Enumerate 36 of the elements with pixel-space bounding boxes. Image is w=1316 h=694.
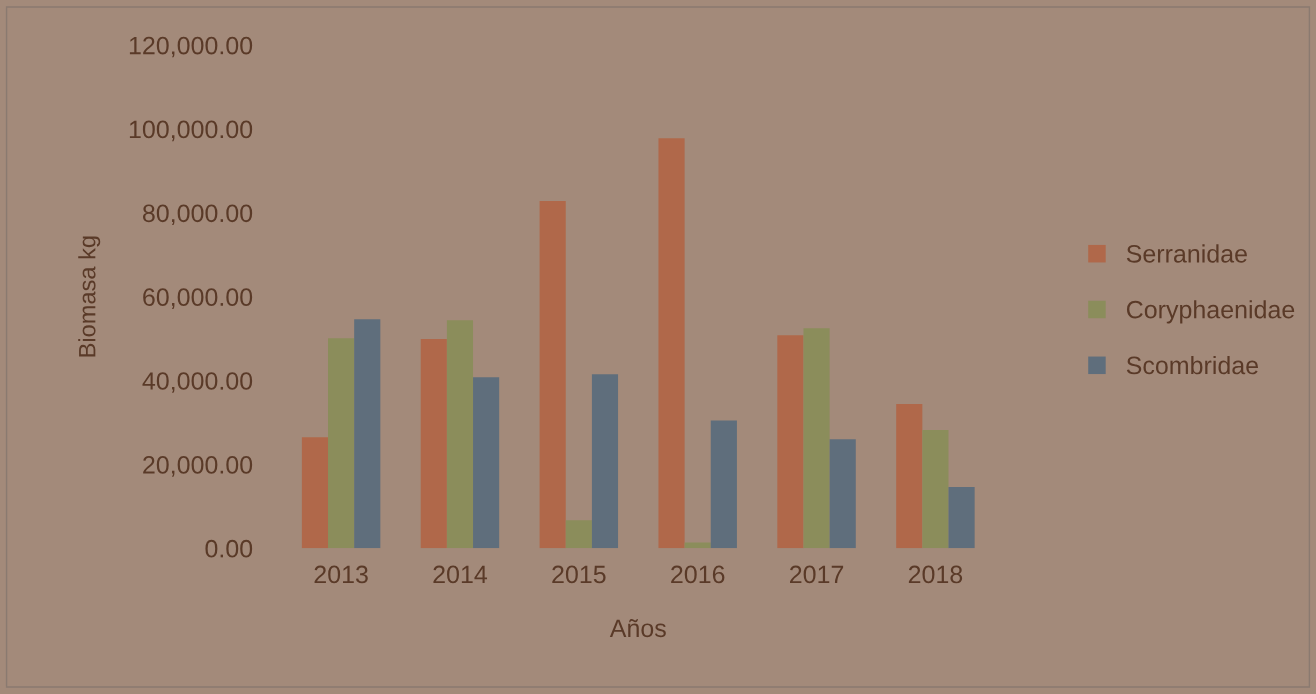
bar (301, 437, 329, 549)
bar (896, 404, 923, 549)
x-tick-label: 2017 (790, 565, 844, 584)
bar (777, 335, 804, 549)
x-axis-title: Años (609, 618, 666, 638)
bar (446, 320, 474, 549)
bar (591, 374, 619, 549)
bar (684, 542, 711, 549)
legend-label: Serranidae (1126, 244, 1247, 263)
x-tick-label: 2016 (671, 565, 725, 584)
x-tick-label: 2013 (314, 565, 368, 584)
y-tick-label: 60,000.00 (143, 288, 253, 309)
bar (473, 377, 500, 549)
y-tick-label: 0.00 (205, 539, 253, 558)
x-tick-label: 2014 (433, 565, 488, 584)
bar (829, 439, 856, 549)
y-tick-label: 100,000.00 (129, 120, 253, 142)
bar (539, 201, 566, 549)
bar (948, 487, 975, 549)
y-axis-title: Biomasa kg (78, 236, 101, 357)
x-tick-label: 2015 (552, 565, 606, 584)
bar (565, 520, 592, 549)
legend-label: Scombridae (1126, 355, 1258, 375)
bar (803, 328, 830, 549)
y-tick-label: 40,000.00 (142, 372, 253, 393)
bar (922, 430, 949, 549)
bar (710, 420, 737, 549)
y-tick-label: 20,000.00 (143, 456, 253, 477)
legend-label: Coryphaenidae (1126, 300, 1295, 324)
y-tick-label: 80,000.00 (142, 204, 253, 226)
x-tick-label: 2018 (908, 565, 963, 584)
bar (658, 138, 685, 549)
bar (420, 339, 447, 549)
bar (354, 319, 381, 549)
y-tick-label: 120,000.00 (129, 36, 253, 58)
bar (328, 338, 355, 549)
